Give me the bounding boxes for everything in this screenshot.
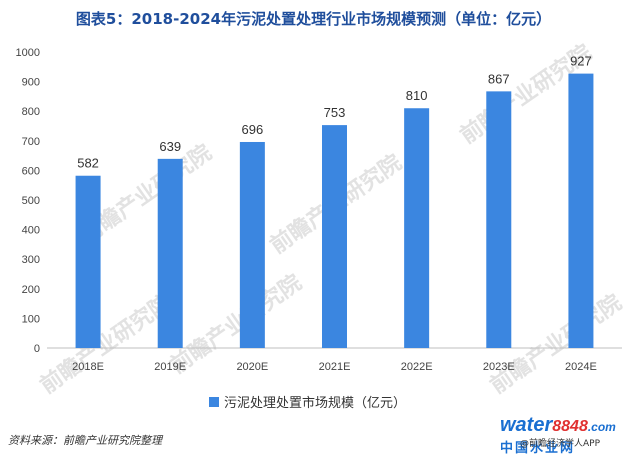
bar-value-label: 639 <box>159 139 181 154</box>
x-tick-label: 2018E <box>72 361 104 373</box>
bar <box>568 73 594 348</box>
x-tick-label: 2023E <box>483 361 515 373</box>
credit-text: @前瞻经济学人APP <box>520 439 601 449</box>
x-tick-label: 2022E <box>401 361 433 373</box>
x-tick-label: 2019E <box>154 361 186 373</box>
bar <box>322 125 347 348</box>
bar-value-label: 927 <box>570 54 592 69</box>
y-tick-label: 700 <box>22 136 40 148</box>
x-tick-label: 2021E <box>319 361 351 373</box>
site-logo-subtitle: 中国水业网 <box>500 441 576 456</box>
site-logo: water8848.com <box>500 414 616 436</box>
x-tick-label: 2024E <box>565 361 597 373</box>
bar-value-label: 582 <box>77 156 99 171</box>
y-tick-label: 0 <box>34 343 40 355</box>
x-tick-label: 2020E <box>236 361 268 373</box>
y-axis: 0 100 200 300 400 500 600 700 800 900 1000 <box>16 47 40 355</box>
legend-label: 污泥处理处置市场规模（亿元） <box>224 395 406 411</box>
y-tick-label: 300 <box>22 254 40 266</box>
y-tick-label: 900 <box>22 77 40 89</box>
bar <box>239 141 265 348</box>
y-tick-label: 100 <box>22 313 40 325</box>
legend-swatch <box>209 397 219 407</box>
bar <box>486 91 512 349</box>
watermark-text: 前瞻产业研究院 <box>35 289 176 399</box>
bar-value-label: 696 <box>242 122 264 137</box>
y-tick-label: 1000 <box>16 47 40 59</box>
bar <box>75 175 101 348</box>
bar-value-label: 753 <box>324 105 346 120</box>
y-tick-label: 400 <box>22 225 40 237</box>
y-tick-label: 500 <box>22 195 40 207</box>
y-tick-label: 800 <box>22 106 40 118</box>
chart-title: 图表5：2018-2024年污泥处置处理行业市场规模预测（单位：亿元） <box>75 10 552 28</box>
legend: 污泥处理处置市场规模（亿元） <box>209 395 406 411</box>
bar-value-label: 867 <box>488 71 510 86</box>
x-axis: 2018E 2019E 2020E 2021E 2022E 2023E 2024E <box>72 361 597 373</box>
y-tick-label: 600 <box>22 165 40 177</box>
bar <box>157 158 183 348</box>
y-tick-label: 200 <box>22 284 40 296</box>
source-note: 资料来源：前瞻产业研究院整理 <box>8 434 162 447</box>
bar-value-label: 810 <box>406 88 428 103</box>
bars-group: 582 639 696 753 810 867 927 <box>75 54 594 349</box>
bar <box>404 108 430 349</box>
